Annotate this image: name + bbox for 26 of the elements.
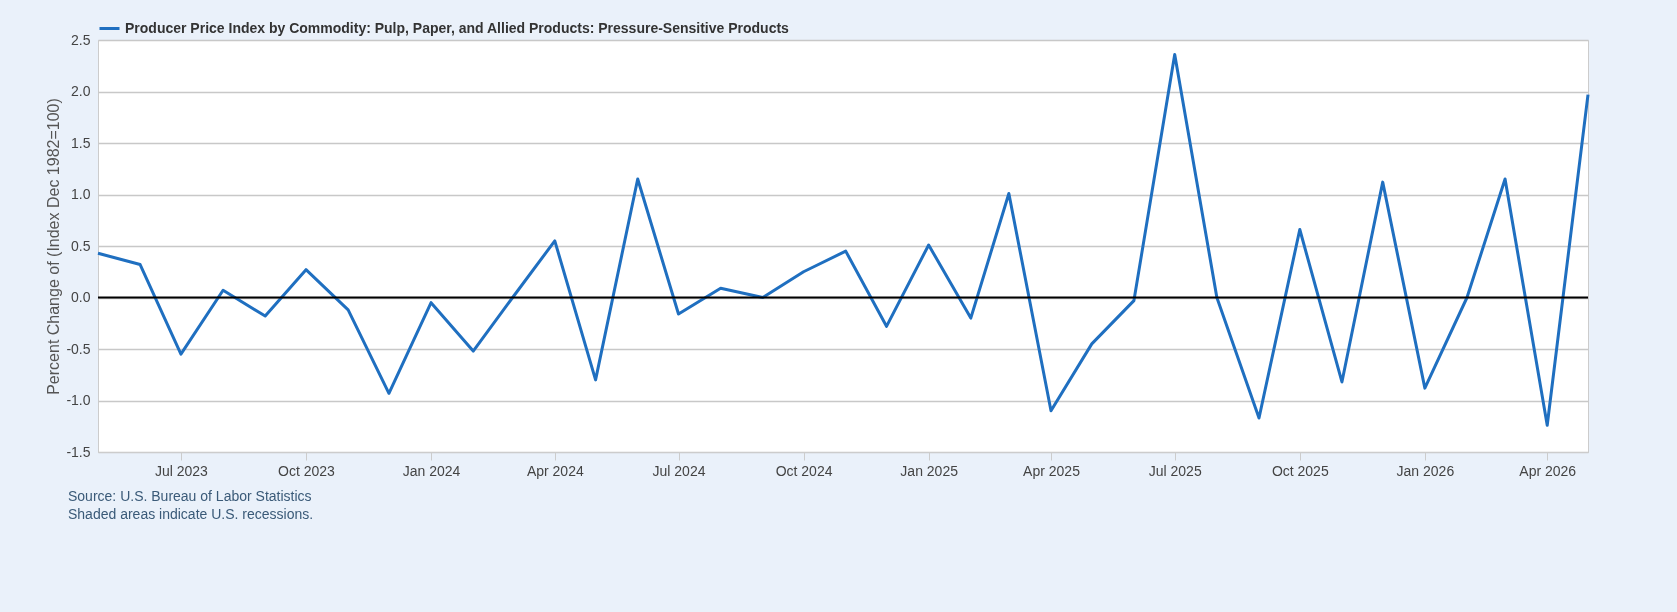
x-tick-label: Jan 2026 <box>1396 462 1455 479</box>
source-note: Source: U.S. Bureau of Labor Statistics <box>68 487 313 505</box>
y-tick-label: -0.5 <box>66 340 91 357</box>
y-tick-label: 2.0 <box>71 83 91 99</box>
x-tick-label: Oct 2025 <box>1271 462 1329 479</box>
x-tick-label: Apr 2024 <box>526 462 584 479</box>
y-axis-title: Percent Change of (Index Dec 1982=100) <box>45 98 63 395</box>
x-tick-label: Jan 2025 <box>900 462 959 479</box>
x-tick-label: Jul 2024 <box>652 462 706 479</box>
y-tick-label: -1.5 <box>66 443 91 460</box>
y-tick-label: 2.5 <box>71 31 91 48</box>
x-tick-label: Jul 2025 <box>1148 462 1202 479</box>
y-tick-label: 1.0 <box>71 186 91 202</box>
y-tick-label: 1.5 <box>71 134 91 151</box>
x-tick-label: Oct 2023 <box>278 462 336 479</box>
x-tick-label: Apr 2025 <box>1023 462 1081 479</box>
y-tick-label: 0.5 <box>71 237 91 254</box>
x-tick-label: Apr 2026 <box>1519 462 1577 479</box>
legend-label: Producer Price Index by Commodity: Pulp, Paper, and Allied Products: Pressure-Sensitive Products <box>125 19 790 36</box>
y-tick-label: -1.0 <box>66 392 91 408</box>
text: Shaded areas indicate U.S. recessions. <box>68 505 315 523</box>
y-tick-label: 0.0 <box>71 289 91 305</box>
x-tick-label: Jul 2023 <box>154 462 209 479</box>
x-tick-label: Jan 2024 <box>402 462 461 479</box>
x-tick-label: Oct 2024 <box>775 462 833 479</box>
line-series <box>96 52 1590 427</box>
